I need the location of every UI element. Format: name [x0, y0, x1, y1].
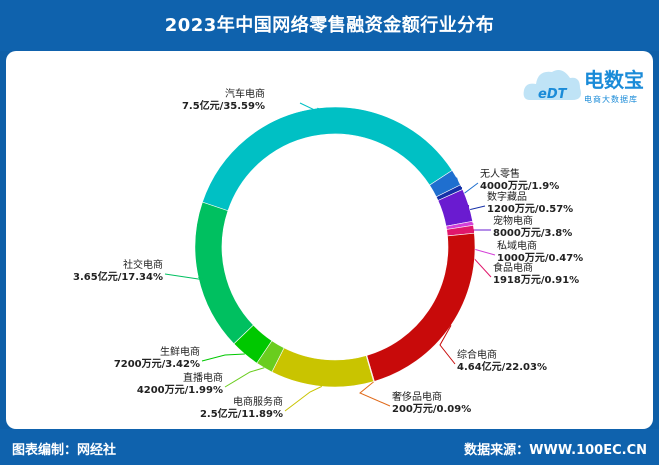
donut-slice [271, 347, 374, 388]
leader-line [284, 385, 323, 412]
slice-name-label: 数字藏品 [487, 190, 527, 203]
slice-value-label: 7.5亿元/35.59% [182, 99, 265, 112]
slice-name-label: 汽车电商 [225, 87, 265, 100]
slice-name-label: 宠物电商 [493, 214, 533, 227]
chart-title: 2023年中国网络零售融资金额行业分布 [0, 0, 659, 51]
slice-value-label: 200万元/0.09% [392, 403, 471, 415]
slice-value-label: 1000万元/0.47% [497, 252, 583, 264]
slice-value-label: 4.64亿元/22.03% [457, 360, 547, 373]
leader-line [164, 273, 206, 281]
footer-source: 数据来源：WWW.100EC.CN [464, 443, 647, 458]
slice-value-label: 4200万元/1.99% [137, 384, 223, 396]
slice-name-label: 无人零售 [480, 167, 520, 180]
leader-line [224, 367, 265, 388]
slice-value-label: 1200万元/0.57% [487, 203, 573, 215]
slice-value-label: 8000万元/3.8% [493, 227, 572, 239]
slice-name-label: 食品电商 [493, 261, 533, 274]
logo-name: 电数宝 [584, 68, 644, 92]
donut-slice [194, 201, 254, 345]
slice-value-label: 7200万元/3.42% [114, 358, 200, 370]
slice-name-label: 生鲜电商 [160, 345, 200, 358]
footer: 图表编制：网经社 数据来源：WWW.100EC.CN [0, 429, 659, 465]
slice-name-label: 社交电商 [123, 258, 163, 271]
leader-line [439, 325, 456, 365]
logo-icon: eDT [523, 70, 581, 102]
leader-line [299, 102, 441, 171]
footer-credit: 图表编制：网经社 [12, 443, 117, 458]
logo-mark: eDT [538, 87, 568, 102]
slice-value-label: 4000万元/1.9% [480, 180, 559, 192]
slice-name-label: 奢侈品电商 [392, 390, 442, 403]
slice-value-label: 1918万元/0.91% [493, 274, 579, 286]
slice-value-label: 2.5亿元/11.89% [200, 407, 283, 420]
slice-name-label: 私域电商 [497, 239, 537, 252]
leader-line [359, 381, 391, 407]
slice-name-label: 直播电商 [183, 371, 223, 384]
slice-name-label: 电商服务商 [233, 395, 283, 408]
donut-slice [202, 106, 453, 212]
leader-line [201, 353, 245, 362]
slice-value-label: 3.65亿元/17.34% [73, 270, 163, 283]
slice-name-label: 综合电商 [457, 348, 497, 361]
logo-subtitle: 电商大数据库 [584, 95, 638, 104]
